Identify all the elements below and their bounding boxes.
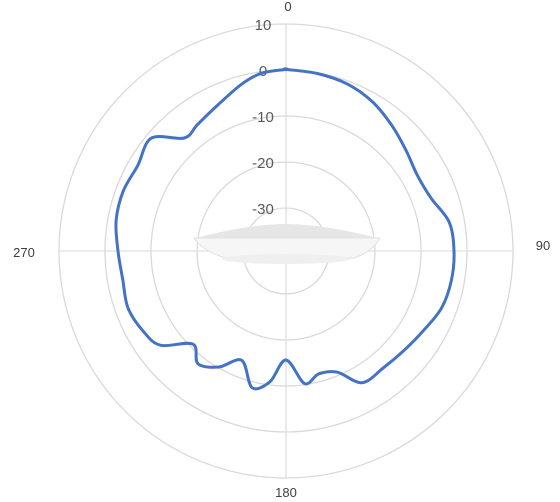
angle-tick-label: 90 [536, 238, 550, 253]
antenna-illustration [193, 224, 381, 264]
radial-tick-label: -20 [252, 155, 274, 172]
angle-tick-label: 270 [13, 245, 35, 260]
angle-tick-label: 180 [275, 485, 297, 500]
radial-tick-label: -30 [252, 201, 274, 218]
angle-tick-label: 0 [284, 0, 291, 14]
series-line [114, 67, 456, 391]
antenna-base [222, 254, 350, 264]
series-layer [114, 67, 456, 391]
antenna-body [193, 237, 381, 259]
radial-tick-label: 10 [255, 17, 272, 34]
radial-tick-label: -10 [252, 109, 274, 126]
antenna-dome [196, 224, 378, 238]
